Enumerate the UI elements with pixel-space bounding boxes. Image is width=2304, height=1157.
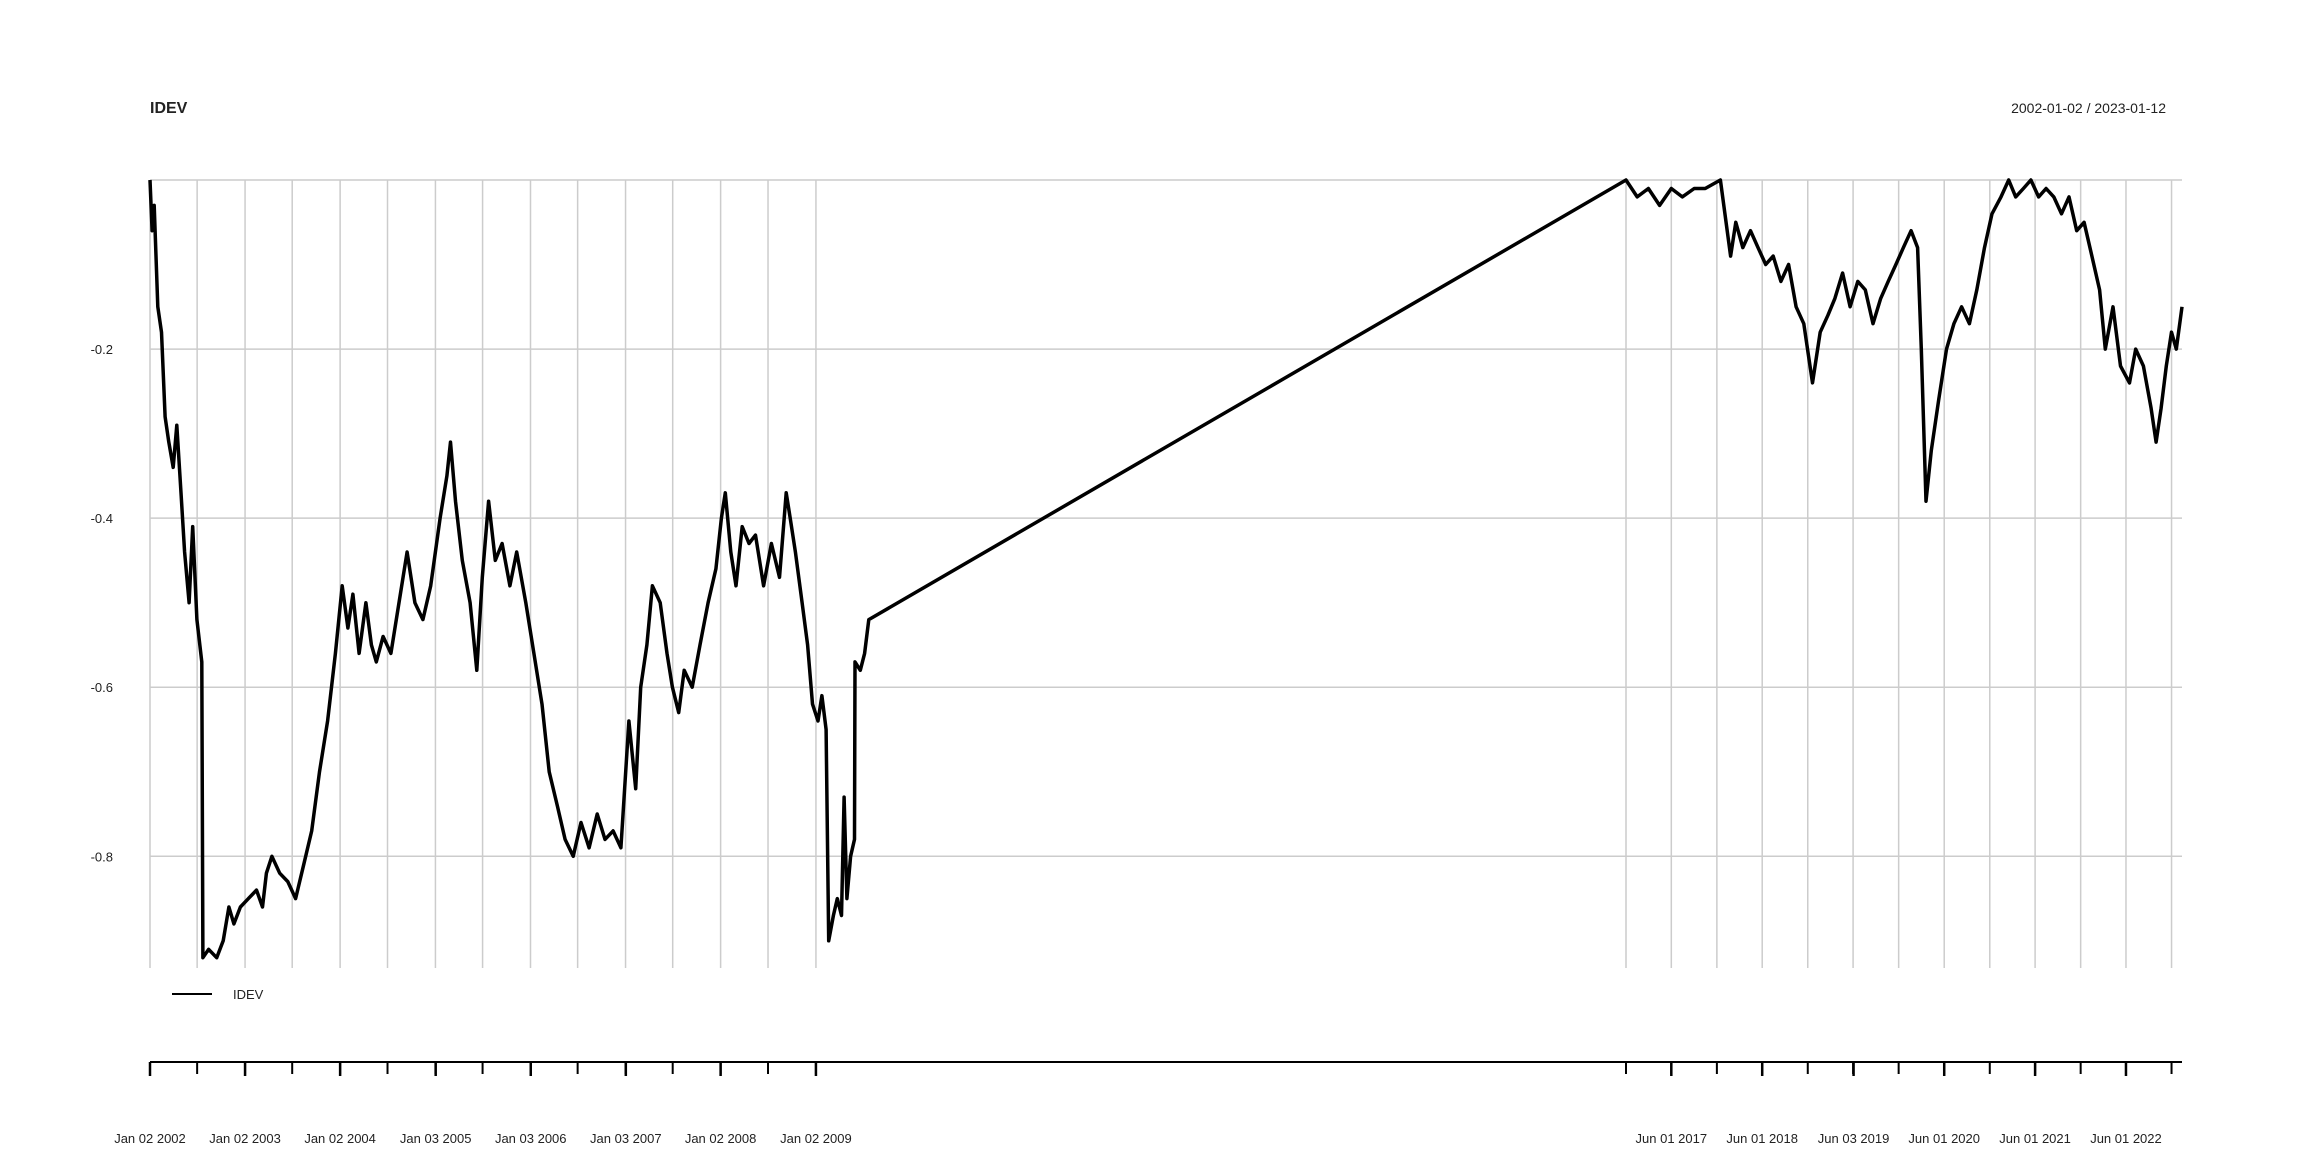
y-tick-label: -0.4 [91, 511, 113, 526]
x-tick-label: Jan 02 2009 [780, 1131, 852, 1146]
y-tick-label: -0.6 [91, 680, 113, 695]
x-tick-label: Jan 02 2002 [114, 1131, 186, 1146]
x-tick-label: Jun 01 2018 [1726, 1131, 1798, 1146]
legend-label: IDEV [233, 987, 264, 1002]
axis-layer: -0.2 -0.4 -0.6 -0.8 Jan 02 2002 Jan 02 2003 Ja… [91, 342, 2182, 1146]
x-tick-label: Jun 01 2022 [2090, 1131, 2162, 1146]
x-tick-label: Jan 02 2004 [304, 1131, 376, 1146]
grid-layer [149, 179, 2182, 968]
date-range-label: 2002-01-02 / 2023-01-12 [2011, 100, 2166, 116]
x-tick-label: Jun 03 2019 [1818, 1131, 1890, 1146]
x-tick-label: Jan 02 2008 [685, 1131, 757, 1146]
x-tick-label: Jan 03 2007 [590, 1131, 662, 1146]
series-layer [148, 178, 2184, 960]
x-tick-label: Jan 03 2006 [495, 1131, 567, 1146]
chart-title: IDEV [150, 100, 188, 117]
x-tick-label: Jun 01 2021 [1999, 1131, 2071, 1146]
x-tick-label: Jan 03 2005 [400, 1131, 472, 1146]
y-tick-label: -0.8 [91, 849, 113, 864]
series-line-idev [148, 178, 2184, 960]
x-tick-label: Jan 02 2003 [209, 1131, 281, 1146]
x-tick-label: Jun 01 2020 [1908, 1131, 1980, 1146]
x-tick-label: Jun 01 2017 [1636, 1131, 1708, 1146]
legend: IDEV [172, 987, 264, 1002]
y-tick-label: -0.2 [91, 342, 113, 357]
